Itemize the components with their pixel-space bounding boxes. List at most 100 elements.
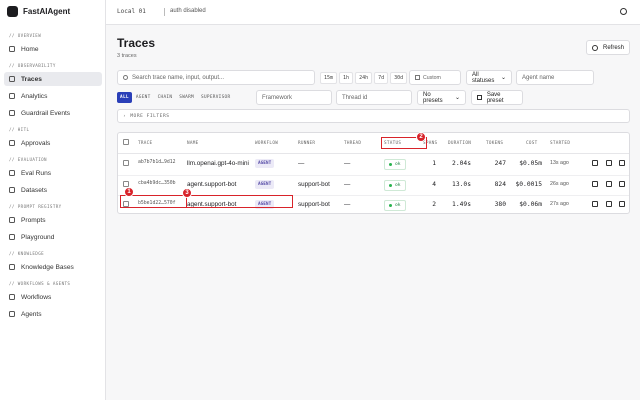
- row-action[interactable]: [592, 160, 598, 166]
- row-action[interactable]: [606, 201, 612, 207]
- row-action[interactable]: [619, 180, 625, 187]
- chevron: ⌄: [500, 75, 506, 81]
- annotation-label: 1: [127, 189, 131, 195]
- type-tab[interactable]: SWARM: [179, 95, 194, 100]
- type-tab[interactable]: CHAIN: [157, 95, 173, 100]
- cell: 13s ago: [550, 160, 569, 166]
- nav-label: Guardrail Events: [21, 109, 71, 117]
- trace-id[interactable]: ab7b7b1d…9d12: [138, 160, 176, 165]
- nav-icon: [9, 110, 15, 116]
- nav-item[interactable]: Playground: [4, 230, 102, 244]
- separator: [164, 8, 165, 16]
- nav-item[interactable]: Analytics: [4, 89, 102, 103]
- checkbox[interactable]: [123, 160, 129, 166]
- nav-section: // HITL: [9, 127, 30, 132]
- nav-item[interactable]: Prompts: [4, 213, 102, 227]
- search-input[interactable]: Search trace name, input, output...: [117, 70, 315, 85]
- chevron: ›: [123, 113, 127, 119]
- annotation-badge: 2: [416, 132, 426, 142]
- cell: —: [298, 160, 305, 167]
- row-action[interactable]: [592, 201, 598, 207]
- cell[interactable]: agent.support-bot: [187, 180, 237, 188]
- status-dot: [389, 183, 392, 187]
- range-option[interactable]: 1h: [339, 71, 354, 84]
- cell: 13.0s: [452, 180, 471, 188]
- nav-icon: [9, 217, 15, 223]
- cell[interactable]: agent.support-bot: [187, 201, 237, 208]
- annotation-label: 2: [419, 134, 423, 140]
- theme-toggle[interactable]: [620, 8, 627, 15]
- nav-label: Agents: [21, 310, 42, 318]
- custom-label: Custom: [423, 74, 441, 81]
- trace-id[interactable]: b5be1d22…570f: [138, 201, 176, 206]
- trace-id[interactable]: cba4b9dc…350b: [138, 180, 176, 186]
- nav-item[interactable]: Approvals: [4, 136, 102, 150]
- type-tab[interactable]: ALL: [117, 92, 132, 103]
- nav-item[interactable]: Guardrail Events: [4, 106, 102, 120]
- type-tab[interactable]: AGENT: [135, 95, 151, 100]
- cell: 380: [494, 201, 506, 208]
- cell: $0.0015: [515, 180, 542, 188]
- env-label: Local 01: [117, 8, 146, 15]
- save-icon: [477, 95, 482, 100]
- nav-section: // OBSERVABILITY: [9, 63, 56, 68]
- nav-item[interactable]: Eval Runs: [4, 166, 102, 180]
- range-option[interactable]: 30d: [390, 71, 408, 84]
- status-select[interactable]: All statuses ⌄: [466, 70, 512, 85]
- agent-input[interactable]: Agent name: [516, 70, 594, 85]
- checkbox[interactable]: [123, 139, 129, 145]
- brand: FastAIAgent: [23, 7, 71, 16]
- more-filters[interactable]: › MORE FILTERS: [117, 109, 630, 123]
- nav-icon: [9, 234, 15, 240]
- column-header: NAME: [187, 141, 199, 146]
- topbar: [106, 0, 640, 25]
- checkbox[interactable]: [123, 201, 129, 207]
- nav-item[interactable]: Knowledge Bases: [4, 260, 102, 274]
- thread-input[interactable]: Thread id: [336, 90, 412, 105]
- row-action[interactable]: [606, 180, 612, 187]
- trace-count: 3 traces: [117, 53, 137, 59]
- cell: $0.06m: [519, 201, 542, 208]
- range-option[interactable]: 15m: [320, 71, 338, 84]
- row-action[interactable]: [619, 201, 625, 207]
- badge-label: AGENT: [258, 202, 272, 207]
- nav-item[interactable]: Workflows: [4, 290, 102, 304]
- badge-label: AGENT: [258, 181, 272, 187]
- nav-section: // PROMPT REGISTRY: [9, 204, 62, 209]
- preset-select[interactable]: No presets ⌄: [417, 90, 466, 105]
- nav-item[interactable]: Home: [4, 42, 102, 56]
- nav-icon: [9, 170, 15, 176]
- column-header: THREAD: [344, 141, 362, 146]
- annotation-badge: 3: [182, 188, 192, 198]
- range-option[interactable]: 24h: [355, 71, 373, 84]
- highlight-box: [381, 137, 427, 149]
- cell[interactable]: llm.openai.gpt-4o-mini: [187, 160, 249, 167]
- refresh-icon: [592, 44, 598, 51]
- framework-input[interactable]: Framework: [256, 90, 332, 105]
- nav-item[interactable]: Agents: [4, 307, 102, 321]
- type-tab[interactable]: SUPERVISOR: [201, 95, 231, 100]
- auth-label: auth disabled: [170, 8, 206, 14]
- refresh-button[interactable]: Refresh: [586, 40, 630, 55]
- cell: support-bot: [298, 201, 330, 208]
- status-label: ok: [395, 182, 401, 188]
- row-action[interactable]: [592, 180, 598, 187]
- row-action[interactable]: [619, 160, 625, 166]
- sidebar: [0, 0, 106, 400]
- nav-item[interactable]: Traces: [4, 72, 102, 86]
- cell: 1: [432, 160, 436, 167]
- nav-label: Analytics: [21, 92, 48, 100]
- save-preset-button[interactable]: Save preset: [471, 90, 523, 105]
- workflow-badge: AGENT: [255, 179, 275, 189]
- refresh-label: Refresh: [602, 44, 624, 51]
- nav-item[interactable]: Datasets: [4, 183, 102, 197]
- custom-range[interactable]: Custom: [409, 70, 461, 85]
- range-option[interactable]: 7d: [374, 71, 389, 84]
- row-action[interactable]: [606, 160, 612, 166]
- column-header: TRACE: [138, 141, 153, 146]
- checkbox[interactable]: [123, 180, 129, 187]
- cell: 247: [494, 160, 506, 167]
- nav-icon: [9, 311, 15, 317]
- cell: support-bot: [298, 180, 330, 188]
